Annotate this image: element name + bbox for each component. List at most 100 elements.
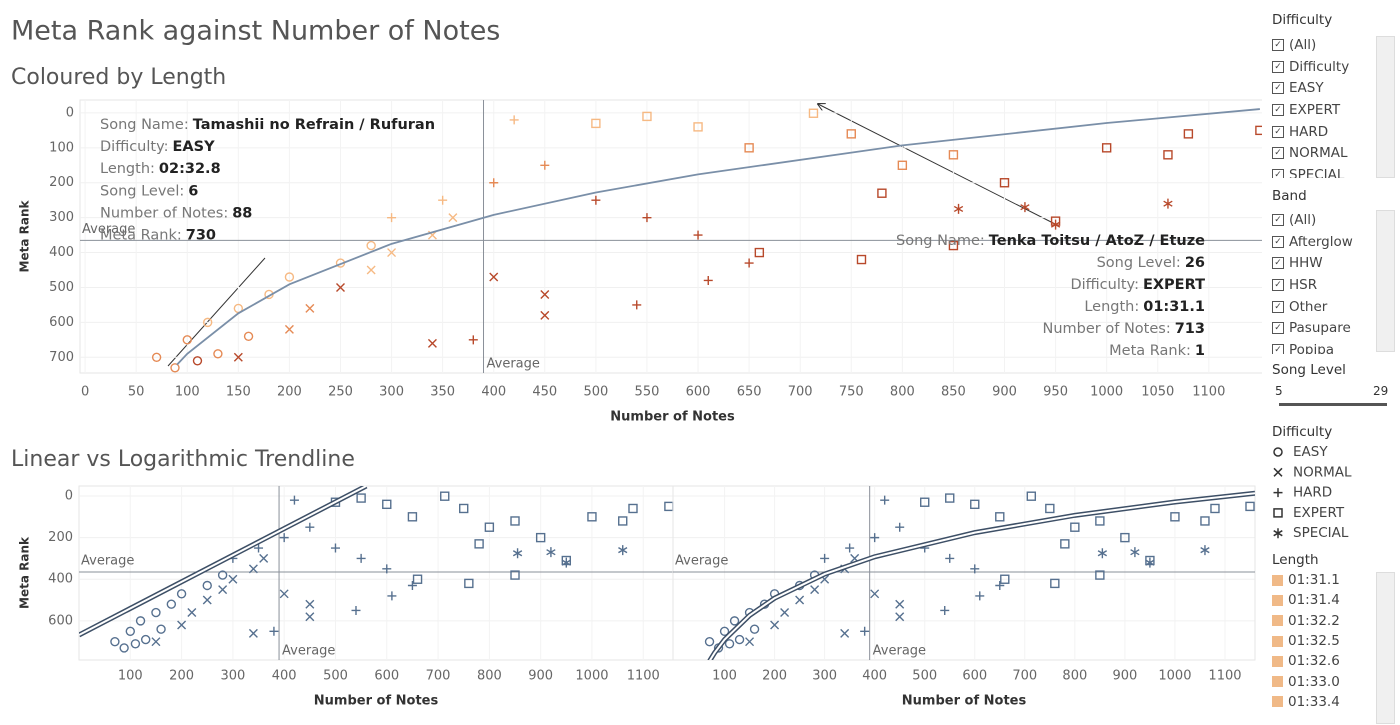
x-tick-label: 600 — [962, 669, 987, 684]
legend-label: 01:33.4 — [1288, 693, 1340, 710]
filter-item[interactable]: ✓ EXPERT — [1272, 99, 1392, 121]
point — [1060, 539, 1070, 549]
point — [1273, 488, 1283, 498]
x-tick-label: 350 — [430, 385, 455, 400]
point — [156, 624, 166, 634]
annotation-key: Difficulty: — [100, 139, 169, 155]
filter-title: Band — [1272, 188, 1307, 204]
x-tick-label: 1100 — [627, 669, 660, 684]
x-tick-label: 150 — [226, 385, 251, 400]
scrollbar[interactable] — [1376, 572, 1395, 724]
annotation-value: EASY — [173, 139, 216, 155]
point — [512, 548, 523, 559]
checkbox[interactable]: ✓ — [1272, 125, 1284, 138]
filter-item[interactable]: ✓ Other — [1272, 296, 1392, 318]
filter-item[interactable]: ✓ NORMAL — [1272, 142, 1392, 164]
checkbox[interactable]: ✓ — [1272, 257, 1284, 270]
point — [1050, 219, 1061, 230]
checkbox[interactable]: ✓ — [1272, 147, 1284, 160]
filter-item[interactable]: ✓ Afterglow — [1272, 231, 1392, 253]
point — [870, 589, 880, 599]
point — [591, 195, 601, 205]
filter-item[interactable]: ✓ HARD — [1272, 121, 1392, 143]
point — [744, 258, 754, 268]
checkbox[interactable]: ✓ — [1272, 60, 1284, 73]
annotation-value: Tamashii no Refrain / Rufuran — [193, 117, 435, 133]
checkbox[interactable]: ✓ — [1272, 82, 1284, 95]
filter-item[interactable]: ✓ HSR — [1272, 274, 1392, 296]
scrollbar[interactable] — [1376, 210, 1395, 352]
filter-item[interactable]: ✓ Pasupare — [1272, 317, 1392, 339]
point — [535, 532, 546, 543]
point — [1000, 574, 1010, 584]
x-tick-label: 400 — [272, 669, 297, 684]
point — [1245, 501, 1255, 512]
filter-list: ✓ (All) ✓ Difficulty ✓ EASY ✓ EXPERT ✓ HARD ✓ NORMA… — [1272, 34, 1392, 178]
scrollbar[interactable] — [1376, 36, 1395, 178]
checkbox[interactable]: ✓ — [1272, 168, 1284, 178]
legend-item: 01:33.4 — [1272, 692, 1392, 712]
point — [591, 118, 601, 129]
annotation-value: 6 — [188, 183, 198, 199]
annotation-value: EXPERT — [1143, 277, 1205, 293]
checkbox[interactable]: ✓ — [1272, 213, 1284, 226]
point — [840, 628, 850, 638]
point — [1210, 503, 1220, 514]
annotation: Meta Rank: 1 — [1109, 343, 1205, 359]
point — [387, 213, 397, 223]
x-tick-label: 500 — [912, 669, 937, 684]
swatch — [1272, 635, 1283, 647]
x-tick-label: 500 — [583, 385, 608, 400]
checkbox[interactable]: ✓ — [1272, 300, 1284, 313]
point — [176, 589, 187, 599]
x-tick-label: 800 — [477, 669, 502, 684]
annotation-value: 01:31.1 — [1143, 299, 1205, 315]
point — [387, 248, 397, 258]
x-tick-label: 900 — [1112, 669, 1137, 684]
point — [170, 363, 180, 373]
filter-item[interactable]: ✓ Popipa — [1272, 339, 1392, 354]
annotation-value: Tenka Toitsu / AtoZ / Etuze — [989, 233, 1205, 249]
point — [382, 499, 392, 510]
x-tick-label: 900 — [528, 669, 553, 684]
filter-item[interactable]: ✓ EASY — [1272, 77, 1392, 99]
checkbox[interactable]: ✓ — [1272, 235, 1284, 248]
checkbox[interactable]: ✓ — [1272, 322, 1284, 335]
y-tick-label: 400 — [49, 245, 74, 260]
point — [202, 580, 212, 591]
legend-item: 01:31.1 — [1272, 570, 1392, 590]
filter-item[interactable]: ✓ (All) — [1272, 34, 1392, 56]
legend-title: Difficulty — [1272, 424, 1333, 440]
checkbox[interactable]: ✓ — [1272, 278, 1284, 291]
point — [877, 188, 887, 198]
filter-item[interactable]: ✓ Difficulty — [1272, 56, 1392, 78]
annotation-value: 02:32.8 — [159, 161, 221, 177]
annotation: Length: 01:31.1 — [1084, 299, 1205, 315]
point — [1095, 570, 1105, 580]
point — [870, 533, 880, 543]
checkbox[interactable]: ✓ — [1272, 343, 1284, 354]
point — [366, 240, 376, 251]
annotation: Length: 02:32.8 — [100, 161, 221, 177]
point — [464, 578, 474, 589]
point — [1026, 491, 1037, 501]
point — [1163, 150, 1173, 160]
point — [770, 620, 780, 630]
point — [366, 265, 376, 275]
filter-item[interactable]: ✓ (All) — [1272, 209, 1392, 231]
point — [920, 497, 930, 507]
checkbox[interactable]: ✓ — [1272, 38, 1284, 51]
point — [248, 564, 258, 574]
filter-item[interactable]: ✓ HHW — [1272, 252, 1392, 274]
point — [1200, 516, 1210, 526]
filter-item[interactable]: ✓ SPECIAL — [1272, 164, 1392, 178]
point — [719, 626, 730, 636]
legend-label: EASY — [1293, 444, 1328, 460]
point — [749, 624, 760, 634]
annotation-key: Length: — [1084, 299, 1139, 315]
point — [895, 522, 905, 532]
annotation-key: Meta Rank: — [100, 228, 182, 244]
checkbox[interactable]: ✓ — [1272, 103, 1284, 116]
legend-label: 01:32.6 — [1288, 653, 1340, 670]
slider[interactable] — [1279, 403, 1387, 406]
